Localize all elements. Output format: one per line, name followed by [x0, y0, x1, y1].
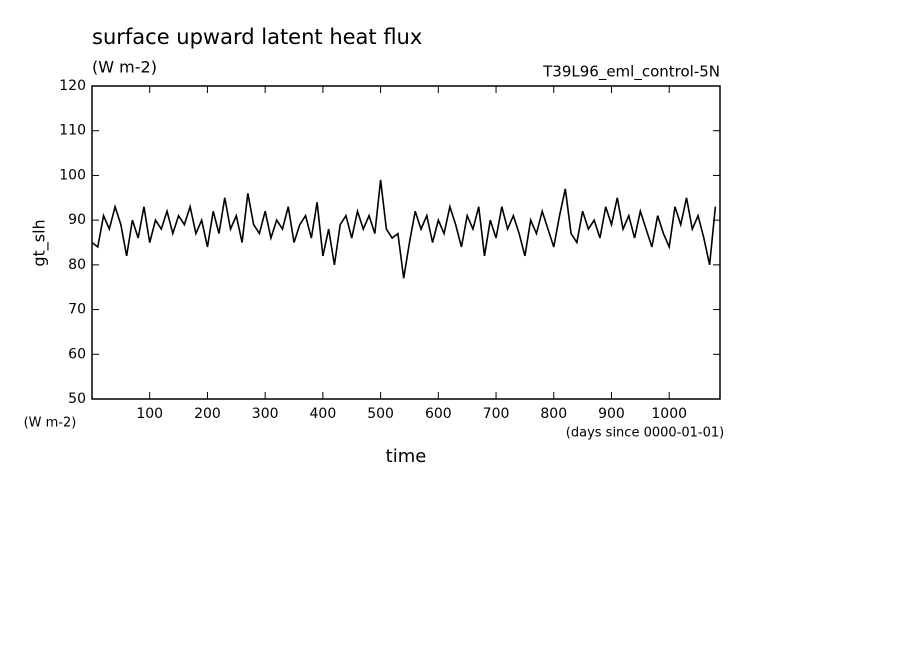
x-axis-label: time: [386, 446, 427, 467]
x-tick-label: 400: [310, 406, 337, 422]
x-units: (days since 0000-01-01): [566, 426, 724, 441]
annotation: T39L96_eml_control-5N: [542, 63, 720, 82]
subtitle: (W m-2): [92, 58, 157, 77]
plot-frame: [91, 85, 721, 400]
x-tick-label: 700: [483, 406, 510, 422]
x-tick-label: 500: [367, 406, 394, 422]
y-tick-label: 110: [59, 123, 86, 139]
x-tick-label: 900: [598, 406, 625, 422]
y-units: (W m-2): [24, 416, 77, 431]
x-tick-label: 300: [252, 406, 279, 422]
y-tick-label: 100: [59, 167, 86, 183]
x-tick-label: 100: [136, 406, 163, 422]
x-tick-label: 1000: [651, 406, 687, 422]
x-tick-label: 200: [194, 406, 221, 422]
x-tick-label: 800: [540, 406, 567, 422]
x-tick-label: 600: [425, 406, 452, 422]
y-tick-label: 60: [68, 346, 86, 362]
y-tick-label: 80: [68, 257, 86, 273]
y-tick-label: 70: [68, 302, 86, 318]
chart-title: surface upward latent heat flux: [92, 25, 422, 49]
y-tick-label: 50: [68, 391, 86, 407]
data-line: [91, 179, 717, 279]
y-tick-label: 90: [68, 212, 86, 228]
y-tick-label: 120: [59, 78, 86, 94]
y-axis-label: gt_slh: [30, 219, 50, 266]
